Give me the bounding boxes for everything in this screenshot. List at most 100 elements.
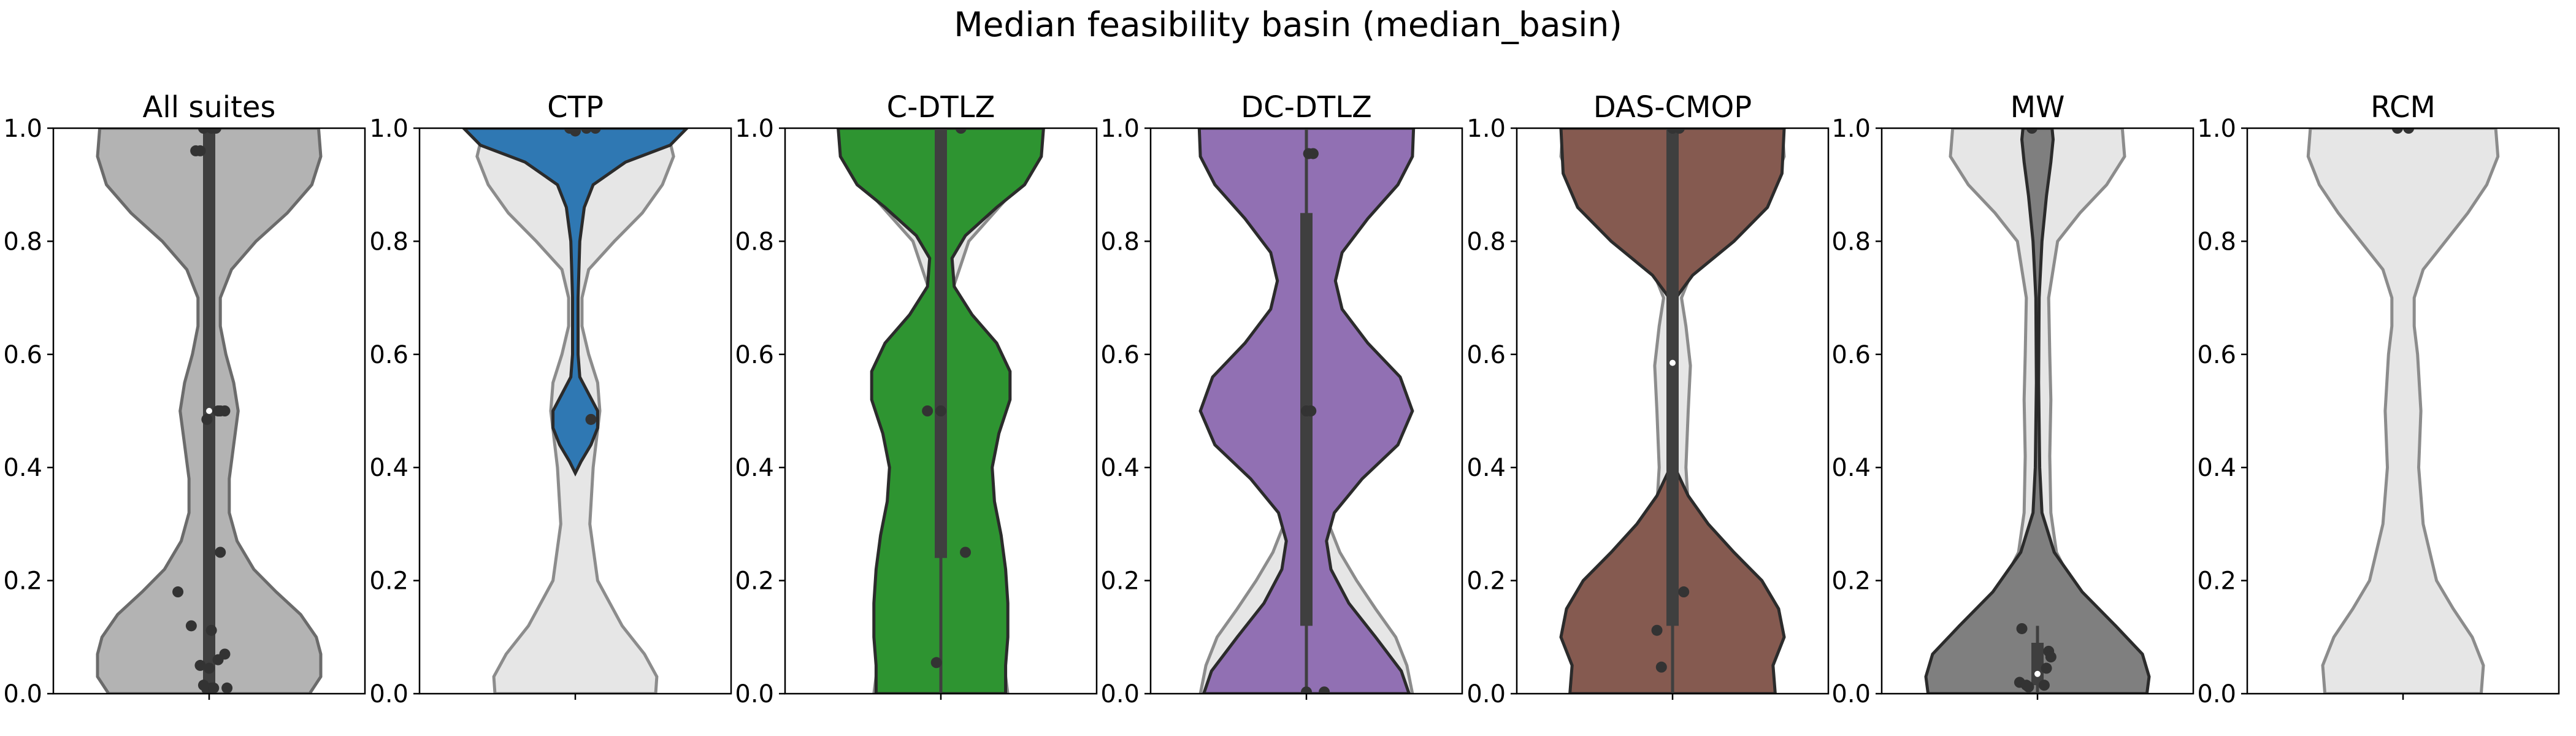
y-tick-label: 0.0 [2197, 680, 2236, 708]
data-point [194, 145, 206, 156]
y-tick-label: 0.0 [1466, 680, 1506, 708]
y-tick-label: 0.8 [1100, 228, 1140, 256]
data-point [208, 682, 220, 694]
violin-body [1924, 128, 2151, 694]
y-tick-label: 0.4 [735, 454, 774, 482]
data-point [205, 624, 217, 636]
panel-title: DC-DTLZ [1241, 90, 1372, 125]
data-point [172, 586, 184, 598]
y-tick-label: 0.6 [3, 341, 42, 369]
y-tick-label: 0.6 [735, 341, 774, 369]
y-tick-label: 0.2 [1100, 567, 1140, 596]
y-tick-label: 0.0 [1100, 680, 1140, 708]
data-point [2391, 128, 2403, 134]
iqr-box [1666, 128, 1679, 626]
data-point [2026, 128, 2037, 134]
data-point [589, 128, 601, 134]
ghost-violin [2306, 128, 2500, 694]
data-point [2403, 128, 2415, 134]
y-tick-label: 0.2 [1466, 567, 1506, 596]
panel-content [1559, 128, 1786, 694]
y-tick-label: 1.0 [1100, 115, 1140, 143]
panel-5: 0.0 0.2 0.4 0.6 0.8 1.0 DAS-CMOP [1466, 90, 1830, 708]
data-point [1678, 586, 1690, 598]
panel-2: 0.0 0.2 0.4 0.6 0.8 1.0 CTP [369, 90, 732, 708]
y-tick-label: 0.0 [1831, 680, 1871, 708]
y-tick-label: 0.6 [2197, 341, 2236, 369]
data-point [585, 413, 597, 425]
data-point [1307, 148, 1319, 159]
y-tick-label: 0.8 [1831, 228, 1871, 256]
panel-title: All suites [143, 90, 276, 125]
data-point [215, 405, 226, 416]
y-tick-label: 0.8 [1466, 228, 1506, 256]
y-tick-label: 0.2 [1831, 567, 1871, 596]
panel-title: CTP [547, 90, 604, 125]
y-tick-label: 0.0 [735, 680, 774, 708]
y-tick-label: 0.2 [369, 567, 408, 596]
data-point [570, 128, 581, 137]
y-tick-label: 1.0 [735, 115, 774, 143]
y-tick-label: 1.0 [369, 115, 408, 143]
panel-content [461, 128, 689, 694]
data-point [2038, 680, 2050, 691]
median-point [1669, 359, 1676, 366]
iqr-box [935, 128, 947, 558]
panel-3: 0.0 0.2 0.4 0.6 0.8 1.0 C-DTLZ [735, 90, 1098, 708]
data-point [581, 128, 592, 134]
y-tick-label: 0.8 [2197, 228, 2236, 256]
data-point [215, 546, 226, 558]
y-tick-label: 0.2 [2197, 567, 2236, 596]
data-point [922, 405, 933, 416]
data-point [210, 128, 221, 134]
data-point [221, 682, 233, 694]
y-tick-label: 0.4 [2197, 454, 2236, 482]
panel-title: C-DTLZ [887, 90, 995, 125]
y-tick-label: 0.8 [369, 228, 408, 256]
data-point [935, 405, 946, 416]
panel-1: 0.0 0.2 0.4 0.6 0.8 1.0 All suites [3, 90, 366, 708]
median-point [2034, 670, 2041, 677]
y-tick-label: 1.0 [2197, 115, 2236, 143]
y-tick-label: 0.4 [1831, 454, 1871, 482]
data-point [2023, 681, 2034, 692]
y-tick-label: 0.4 [1100, 454, 1140, 482]
y-tick-label: 0.6 [1100, 341, 1140, 369]
data-point [1655, 661, 1667, 673]
violin-body [461, 128, 689, 477]
data-point [2045, 651, 2057, 663]
y-tick-label: 0.4 [3, 454, 42, 482]
data-point [1319, 686, 1330, 694]
panel-content [836, 128, 1046, 694]
y-tick-label: 0.6 [1466, 341, 1506, 369]
y-tick-label: 0.0 [3, 680, 42, 708]
data-point [1651, 624, 1663, 636]
data-point [212, 654, 224, 665]
y-tick-label: 0.2 [735, 567, 774, 596]
violin-body [1559, 128, 1786, 694]
iqr-box [1300, 213, 1313, 626]
data-point [1305, 405, 1317, 416]
panel-content [2306, 128, 2500, 694]
panel-title: DAS-CMOP [1593, 90, 1752, 125]
panel-title: MW [2011, 90, 2065, 125]
y-tick-label: 1.0 [3, 115, 42, 143]
panel-7: 0.0 0.2 0.4 0.6 0.8 1.0 RCM [2197, 90, 2560, 708]
y-tick-label: 0.8 [735, 228, 774, 256]
data-point [201, 413, 213, 425]
data-point [2041, 662, 2052, 674]
data-point [1301, 686, 1312, 694]
y-tick-label: 0.6 [1831, 341, 1871, 369]
y-tick-label: 0.4 [1466, 454, 1506, 482]
iqr-box [2031, 643, 2044, 686]
y-tick-label: 0.0 [369, 680, 408, 708]
panel-content [1924, 128, 2151, 694]
data-point [204, 662, 215, 674]
y-tick-label: 1.0 [1831, 115, 1871, 143]
y-tick-label: 0.2 [3, 567, 42, 596]
data-point [1673, 128, 1685, 134]
panel-4: 0.0 0.2 0.4 0.6 0.8 1.0 DC-DTLZ [1100, 90, 1463, 708]
figure-title: Median feasibility basin (median_basin) [954, 5, 1622, 44]
